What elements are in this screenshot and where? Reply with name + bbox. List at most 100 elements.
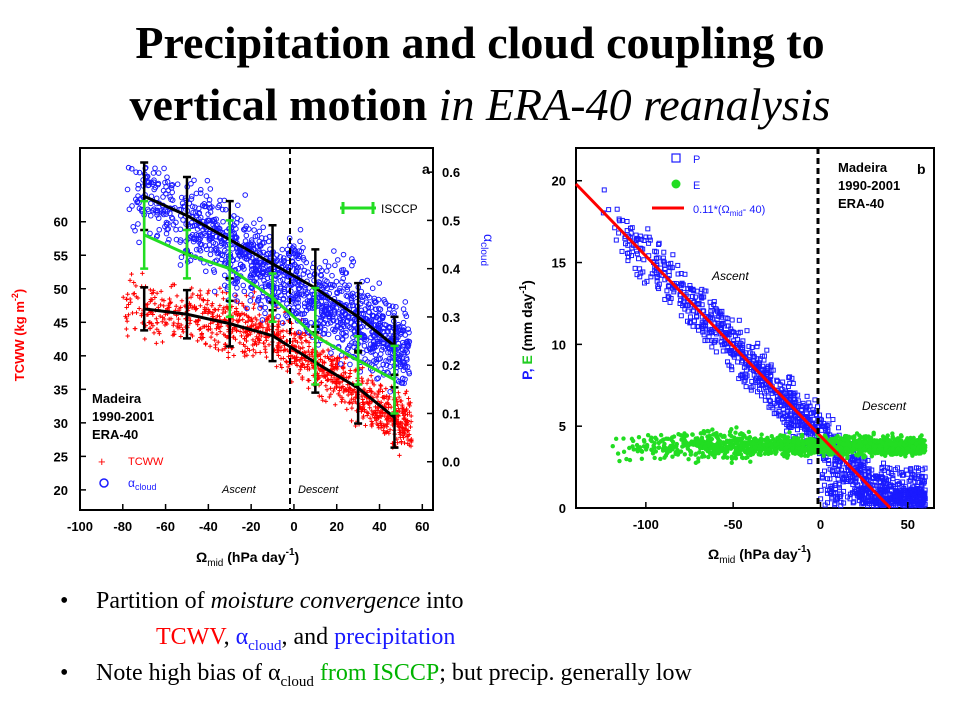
alpha-cloud-point <box>339 337 346 343</box>
alpha-cloud-point <box>331 311 337 318</box>
alpha-cloud-point <box>340 317 347 323</box>
alpha-cloud-point <box>243 232 250 239</box>
precip-point <box>846 471 852 477</box>
precip-point <box>922 465 928 471</box>
alpha-cloud-point <box>191 177 197 184</box>
error-bar <box>311 286 320 386</box>
precip-point <box>765 384 771 390</box>
tcww-point <box>386 402 392 407</box>
evap-point <box>742 442 747 448</box>
panel-a-descent-label: Descent <box>298 484 339 496</box>
alpha-cloud-point <box>298 264 304 270</box>
tcww-point <box>276 331 281 337</box>
tcww-point <box>154 341 159 346</box>
precip-point <box>768 362 774 368</box>
alpha-cloud-point <box>217 197 223 204</box>
alpha-cloud-point <box>252 258 258 265</box>
tcww-point <box>284 338 289 344</box>
tcww-point <box>167 296 172 302</box>
precip-point <box>713 337 719 343</box>
tcww-point <box>154 316 159 321</box>
tcww-point <box>197 327 202 332</box>
alpha-cloud-point <box>321 320 328 326</box>
precip-point <box>750 383 756 389</box>
alpha-cloud-point <box>320 331 326 337</box>
tcww-point <box>199 336 204 342</box>
alpha-legend-marker <box>99 478 109 488</box>
tcww-legend-marker: + <box>98 454 106 469</box>
tcww-point <box>323 383 329 389</box>
tcww-point <box>369 389 375 395</box>
precip-point <box>632 265 638 271</box>
evap-point <box>715 447 720 452</box>
tcww-point <box>257 350 263 355</box>
tcww-point <box>290 354 295 359</box>
tcww-point <box>400 406 405 411</box>
precip-point <box>782 390 788 396</box>
evap-point <box>921 450 927 455</box>
precip-point <box>701 322 707 328</box>
tcww-point <box>266 342 272 347</box>
evap-point <box>651 443 656 448</box>
tcww-point <box>368 373 374 378</box>
panel-a-info-years: 1990-2001 <box>92 409 154 424</box>
tcww-point <box>201 297 206 302</box>
alpha-cloud-point <box>301 267 308 274</box>
alpha-cloud-point <box>180 217 186 223</box>
tcww-point <box>157 313 163 319</box>
precip-point <box>675 271 681 277</box>
tcww-point <box>403 391 408 396</box>
precip-point <box>606 207 612 213</box>
tcww-point <box>237 329 243 334</box>
precip-point <box>903 491 909 497</box>
evap-point <box>645 433 651 438</box>
tcww-point <box>337 356 342 361</box>
panel-a-info-location: Madeira <box>92 391 142 406</box>
tcww-point <box>309 354 315 359</box>
precip-point <box>625 250 631 256</box>
alpha-cloud-point <box>400 306 407 312</box>
evap-point <box>880 434 886 439</box>
tcww-point <box>396 406 401 411</box>
alpha-cloud-point <box>244 305 250 312</box>
alpha-cloud-point <box>340 275 347 282</box>
precip-point <box>807 410 813 416</box>
tcww-point <box>197 295 202 301</box>
tcww-point <box>223 333 228 338</box>
alpha-cloud-point <box>330 326 336 333</box>
tcww-point <box>408 443 414 449</box>
precip-point <box>638 236 644 242</box>
precip-point <box>899 490 905 496</box>
alpha-cloud-point <box>264 275 271 282</box>
tcww-point <box>171 329 177 334</box>
tcww-point <box>375 423 381 428</box>
tcww-point <box>306 340 312 345</box>
precip-point <box>768 373 774 379</box>
alpha-cloud-point <box>402 332 409 338</box>
precip-point <box>732 350 738 356</box>
alpha-cloud-point <box>241 227 248 233</box>
evap-point <box>734 425 739 430</box>
precip-point <box>832 462 838 468</box>
tcww-point <box>381 396 387 401</box>
tcww-point <box>244 333 249 339</box>
alpha-cloud-point <box>374 376 380 382</box>
tcww-point <box>209 330 215 336</box>
tcww-point <box>124 296 129 302</box>
tcww-point <box>254 342 259 347</box>
alpha-cloud-point <box>170 221 177 228</box>
tcww-point <box>300 363 305 368</box>
precip-point <box>756 360 762 366</box>
alpha-cloud-point <box>399 380 406 386</box>
alpha-cloud-point <box>327 319 334 326</box>
tcww-point <box>152 295 158 300</box>
tcww-point <box>124 319 130 324</box>
tcww-point <box>325 347 331 353</box>
tcww-point <box>292 344 298 349</box>
precip-point <box>887 465 893 471</box>
panel-a-binned-series <box>140 161 399 449</box>
alpha-cloud-point <box>188 193 195 200</box>
tcww-point <box>232 310 237 316</box>
evap-point <box>615 451 621 456</box>
tcww-point <box>332 356 337 362</box>
